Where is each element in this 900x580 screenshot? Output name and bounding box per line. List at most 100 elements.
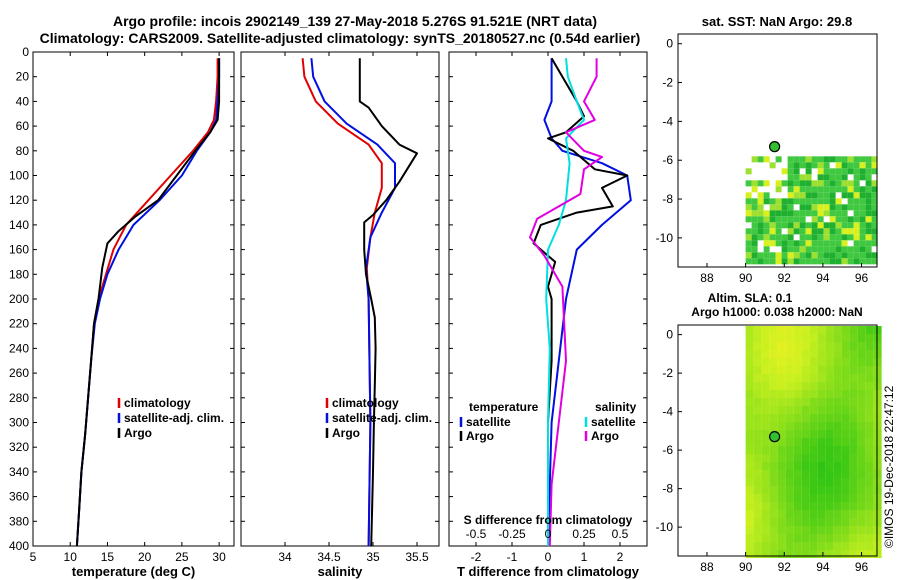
sst-pixel xyxy=(799,228,806,235)
map-x-tick-label: 92 xyxy=(778,560,792,574)
sla-pixel xyxy=(777,502,786,510)
sst-pixel xyxy=(817,222,824,229)
sst-pixel xyxy=(865,252,872,259)
sla-pixel xyxy=(825,422,834,430)
sst-pixel xyxy=(751,198,758,205)
sla-pixel xyxy=(761,462,770,470)
sla-pixel xyxy=(801,350,810,358)
sla-pixel xyxy=(809,502,818,510)
sst-pixel xyxy=(847,156,854,163)
sla-pixel xyxy=(761,454,770,462)
sst-pixel xyxy=(817,234,824,241)
sla-pixel xyxy=(825,342,834,350)
map-y-tick-label: -10 xyxy=(656,520,674,534)
sst-pixel xyxy=(871,228,878,235)
sla-pixel xyxy=(817,510,826,518)
sla-pixel xyxy=(769,406,778,414)
sla-pixel xyxy=(745,470,754,478)
sst-pixel xyxy=(859,168,866,175)
sla-pixel xyxy=(825,446,834,454)
sst-pixel xyxy=(871,180,878,187)
sla-pixel xyxy=(769,494,778,502)
sla-pixel xyxy=(873,326,882,334)
y-tick-label: 120 xyxy=(9,193,29,207)
sla-pixel xyxy=(873,518,882,526)
sla-pixel xyxy=(865,358,874,366)
sla-pixel xyxy=(809,334,818,342)
sst-pixel xyxy=(865,234,872,241)
sst-pixel xyxy=(823,168,830,175)
sst-pixel xyxy=(775,180,782,187)
sla-pixel xyxy=(833,390,842,398)
sla-pixel xyxy=(793,518,802,526)
sst-pixel xyxy=(787,156,794,163)
sst-pixel xyxy=(793,222,800,229)
sla-pixel xyxy=(753,326,762,334)
legend-label: satellite-adj. clim. xyxy=(124,411,224,425)
sla-pixel xyxy=(801,358,810,366)
sla-pixel xyxy=(801,390,810,398)
sst-pixel xyxy=(799,216,806,223)
sla-pixel xyxy=(825,510,834,518)
sla-pixel xyxy=(769,358,778,366)
y-tick-label: 140 xyxy=(9,218,29,232)
sst-pixel xyxy=(841,258,848,265)
sla-pixel xyxy=(761,526,770,534)
series-line-argo xyxy=(75,58,221,547)
sst-pixel xyxy=(871,204,878,211)
sla-pixel xyxy=(745,494,754,502)
map-x-tick-label: 90 xyxy=(739,271,753,285)
sla-pixel xyxy=(825,486,834,494)
sla-pixel xyxy=(873,542,882,550)
sst-pixel xyxy=(859,156,866,163)
sla-pixel xyxy=(801,366,810,374)
sla-pixel xyxy=(833,326,842,334)
map-x-tick-label: 96 xyxy=(855,560,869,574)
sla-pixel xyxy=(793,374,802,382)
sla-pixel xyxy=(769,382,778,390)
sla-pixel xyxy=(761,478,770,486)
sla-pixel xyxy=(857,350,866,358)
sla-pixel xyxy=(817,446,826,454)
sst-pixel xyxy=(775,216,782,223)
sst-pixel xyxy=(769,252,776,259)
sla-pixel xyxy=(857,462,866,470)
sla-pixel xyxy=(857,534,866,542)
sla-pixel xyxy=(857,406,866,414)
sst-pixel xyxy=(781,252,788,259)
y-tick-label: 60 xyxy=(16,119,30,133)
sla-pixel xyxy=(745,326,754,334)
sst-pixel xyxy=(853,186,860,193)
sst-pixel xyxy=(829,252,836,259)
sst-pixel xyxy=(769,228,776,235)
sla-pixel xyxy=(849,326,858,334)
sla-pixel xyxy=(825,374,834,382)
sst-pixel xyxy=(781,168,788,175)
sla-pixel xyxy=(833,470,842,478)
map-x-tick-label: 96 xyxy=(855,271,869,285)
sla-pixel xyxy=(825,358,834,366)
sst-pixel xyxy=(853,168,860,175)
sst-pixel xyxy=(769,162,776,169)
sst-pixel xyxy=(823,222,830,229)
sla-pixel xyxy=(753,406,762,414)
sla-pixel xyxy=(801,462,810,470)
sst-pixel xyxy=(781,198,788,205)
sla-pixel xyxy=(865,462,874,470)
sla-pixel xyxy=(801,542,810,550)
sla-pixel xyxy=(809,486,818,494)
sla-pixel xyxy=(761,422,770,430)
sla-pixel xyxy=(753,382,762,390)
sst-pixel xyxy=(811,246,818,253)
sla-pixel xyxy=(841,454,850,462)
sst-pixel xyxy=(775,252,782,259)
sla-pixel xyxy=(785,518,794,526)
sst-pixel xyxy=(787,246,794,253)
sla-pixel xyxy=(809,438,818,446)
sst-pixel xyxy=(835,162,842,169)
sst-pixel xyxy=(787,162,794,169)
sst-pixel xyxy=(793,252,800,259)
sla-pixel xyxy=(857,422,866,430)
sla-pixel xyxy=(769,350,778,358)
sst-pixel xyxy=(853,252,860,259)
